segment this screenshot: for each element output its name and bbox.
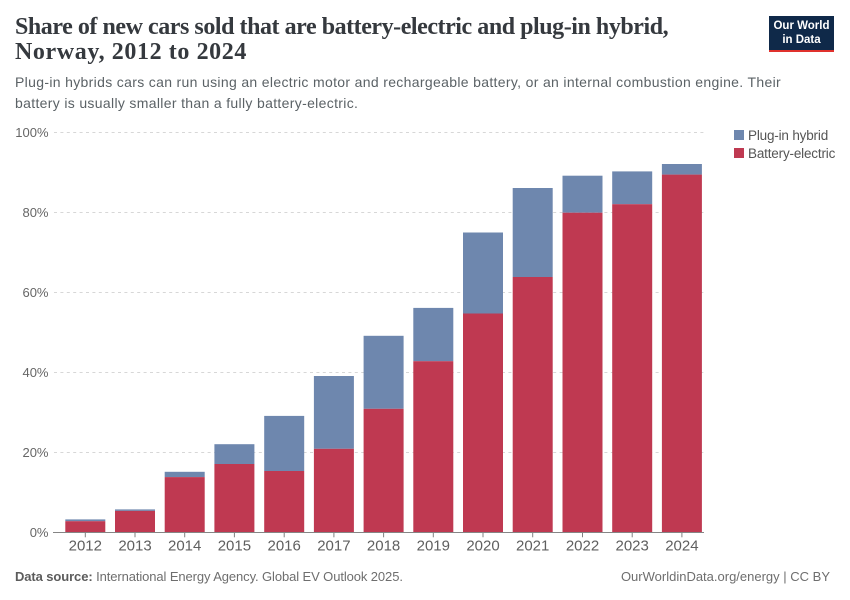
svg-text:2019: 2019 — [417, 538, 450, 555]
svg-text:Battery-electric: Battery-electric — [748, 146, 836, 161]
svg-text:2018: 2018 — [367, 538, 400, 555]
svg-text:2023: 2023 — [616, 538, 649, 555]
svg-text:60%: 60% — [22, 285, 48, 300]
svg-text:2020: 2020 — [466, 538, 499, 555]
svg-text:40%: 40% — [22, 365, 48, 380]
svg-text:100%: 100% — [15, 125, 49, 140]
svg-text:2022: 2022 — [566, 538, 599, 555]
svg-text:2015: 2015 — [218, 538, 251, 555]
svg-text:2017: 2017 — [317, 538, 350, 555]
svg-text:2013: 2013 — [118, 538, 151, 555]
svg-text:20%: 20% — [22, 445, 48, 460]
svg-text:2021: 2021 — [516, 538, 549, 555]
svg-text:Plug-in hybrid: Plug-in hybrid — [748, 128, 828, 143]
svg-text:80%: 80% — [22, 205, 48, 220]
svg-text:2014: 2014 — [168, 538, 201, 555]
svg-text:2016: 2016 — [268, 538, 301, 555]
svg-text:2012: 2012 — [69, 538, 102, 555]
svg-text:0%: 0% — [30, 525, 49, 540]
svg-text:2024: 2024 — [665, 538, 698, 555]
